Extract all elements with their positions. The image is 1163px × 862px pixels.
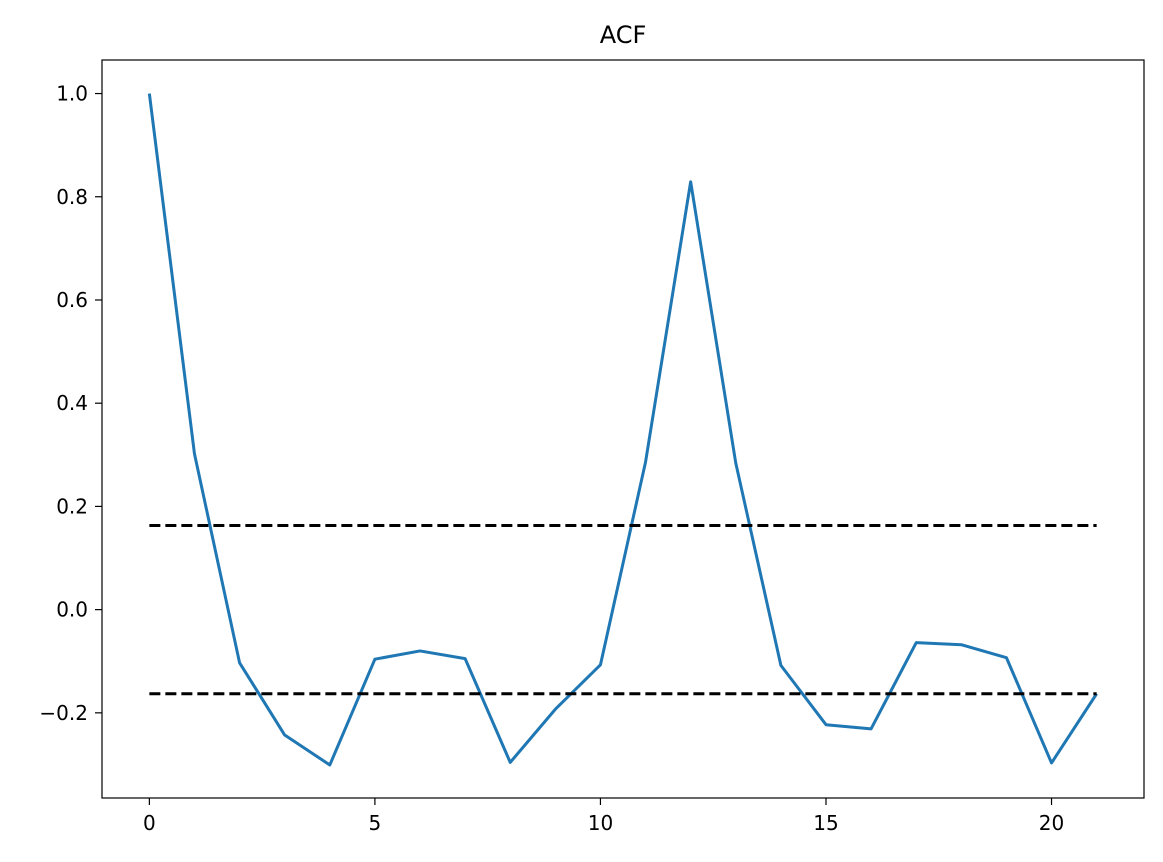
x-tick-label: 5 [369,811,382,835]
y-tick-label: 0.8 [56,185,88,209]
acf-line [147,93,1098,767]
y-tick-label: 1.0 [56,82,88,106]
plot-frame [101,59,1145,799]
x-tick-label: 10 [588,811,613,835]
x-axis: 0 5 10 15 20 [143,798,1064,835]
y-tick-label: 0.2 [56,494,88,518]
y-tick-label: 0.0 [56,598,88,622]
plot-area [147,93,1098,767]
y-tick-label: 0.6 [56,288,88,312]
chart-title: ACF [600,21,647,49]
x-tick-label: 0 [143,811,156,835]
y-tick-label: −0.2 [39,701,88,725]
x-tick-label: 15 [813,811,838,835]
y-tick-label: 0.4 [56,391,88,415]
x-tick-label: 20 [1039,811,1064,835]
y-axis: −0.2 0.0 0.2 0.4 0.6 0.8 1.0 [39,82,102,725]
